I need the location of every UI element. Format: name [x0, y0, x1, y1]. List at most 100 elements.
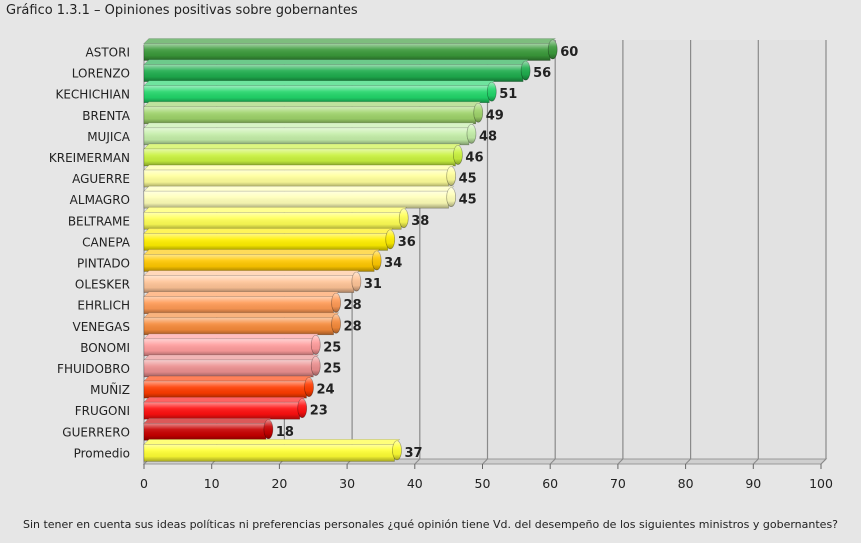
bar-end-cap-shade: [385, 229, 395, 249]
bar-front-shade: [144, 212, 402, 230]
value-label: 28: [344, 319, 362, 334]
chart-title: Gráfico 1.3.1 – Opiniones positivas sobr…: [6, 3, 358, 18]
bar-end-cap-shade: [311, 335, 321, 355]
value-label: 49: [486, 108, 504, 123]
bar: [143, 439, 402, 462]
bar-end-cap-shade: [453, 145, 463, 165]
category-label: BELTRAME: [68, 214, 130, 228]
value-label: 45: [459, 172, 477, 187]
x-tick-label: 20: [271, 476, 287, 491]
x-tick-label: 90: [745, 476, 761, 491]
bar-end-cap-shade: [521, 61, 531, 81]
bar-end-cap-shade: [399, 208, 409, 228]
x-axis: 0 10 20 30 40 50 60 70 80 90 100: [140, 464, 833, 491]
bar: [143, 291, 341, 315]
bar-front-shade: [144, 444, 395, 462]
bar-top-highlight: [144, 165, 454, 171]
bar: [143, 122, 477, 146]
x-tick-label: 10: [204, 476, 220, 491]
category-label: OLESKER: [75, 278, 130, 292]
bar-front-shade: [144, 85, 490, 103]
labels: ASTORI 60 LORENZO 56 KECHICHIAN 51 BRENTA 49 MUJ…: [49, 45, 578, 461]
x-tick-label: 70: [610, 476, 626, 491]
value-label: 45: [459, 193, 477, 208]
bar-front-shade: [144, 254, 375, 272]
bar: [143, 270, 362, 293]
bar: [143, 80, 497, 103]
bar-top-highlight: [144, 144, 461, 149]
bar-end-cap-shade: [487, 82, 497, 102]
bar: [143, 396, 308, 420]
bar-top-highlight: [144, 333, 319, 339]
category-label: ASTORI: [86, 46, 130, 60]
bar-top-highlight: [144, 80, 495, 86]
bar-front-shade: [144, 43, 551, 61]
x-tick-label: 60: [542, 476, 558, 491]
value-label: 60: [560, 45, 578, 60]
value-label: 31: [364, 277, 382, 292]
category-label: BRENTA: [82, 109, 131, 123]
x-tick-label: 50: [475, 476, 491, 491]
bar-front-shade: [144, 233, 388, 251]
bar-top-highlight: [144, 186, 454, 192]
bar-end-cap-shade: [392, 440, 402, 460]
bar-front-shade: [144, 275, 354, 293]
gridline-floor: [685, 458, 691, 465]
bar-front-shade: [144, 317, 334, 335]
bar: [143, 228, 396, 251]
bar: [143, 164, 456, 188]
bar-front-shade: [144, 338, 314, 356]
value-label: 46: [465, 151, 483, 166]
bar-front-shade: [144, 360, 314, 377]
value-label: 24: [316, 383, 334, 398]
category-label: MUJICA: [87, 130, 131, 144]
value-label: 56: [533, 66, 551, 81]
bar-top-highlight: [144, 38, 556, 44]
bar: [143, 333, 321, 357]
bar-top-highlight: [144, 207, 407, 213]
category-label: EHRLICH: [77, 299, 130, 313]
bar-front-shade: [144, 381, 307, 399]
bar-end-cap-shade: [331, 314, 341, 334]
category-label: KECHICHIAN: [55, 88, 130, 102]
bar-end-cap-shade: [446, 187, 456, 207]
value-label: 36: [398, 235, 416, 250]
bar-end-cap-shade: [548, 40, 558, 59]
category-label: PINTADO: [77, 257, 130, 271]
category-label: LORENZO: [72, 67, 130, 81]
bar-top-highlight: [144, 439, 400, 445]
bar-end-cap-shade: [331, 293, 341, 313]
category-label: MUÑIZ: [90, 382, 130, 397]
gridline-floor: [482, 458, 488, 465]
value-label: 48: [479, 129, 497, 144]
bar-top-highlight: [144, 312, 339, 318]
bar-top-highlight: [144, 397, 305, 403]
bar-front-shade: [144, 402, 300, 420]
bar-top-highlight: [144, 249, 380, 255]
x-tick-label: 40: [407, 476, 423, 491]
bar-front-shade: [144, 191, 449, 209]
value-label: 51: [499, 87, 517, 102]
x-tick-label: 30: [339, 476, 355, 491]
bar-end-cap-shade: [372, 251, 382, 270]
bar-top-highlight: [144, 228, 393, 234]
bar-top-highlight: [144, 376, 312, 382]
gridline-floor: [414, 458, 421, 465]
bar: [143, 185, 456, 209]
value-label: 25: [323, 340, 341, 355]
gridline-floor: [617, 458, 624, 465]
bar-top-highlight: [144, 122, 474, 128]
bar-top-highlight: [144, 101, 481, 107]
category-label: AGUERRE: [72, 172, 130, 186]
bar: [143, 143, 463, 167]
bar-front-shade: [144, 64, 524, 82]
category-label: FHUIDOBRO: [57, 362, 130, 376]
x-tick-label: 80: [678, 476, 694, 491]
bar: [143, 101, 484, 125]
value-label: 37: [404, 446, 422, 461]
bar-top-highlight: [144, 355, 319, 360]
bar-end-cap-shade: [473, 103, 483, 123]
bar: [143, 38, 558, 61]
bar-end-cap-shade: [446, 166, 456, 186]
